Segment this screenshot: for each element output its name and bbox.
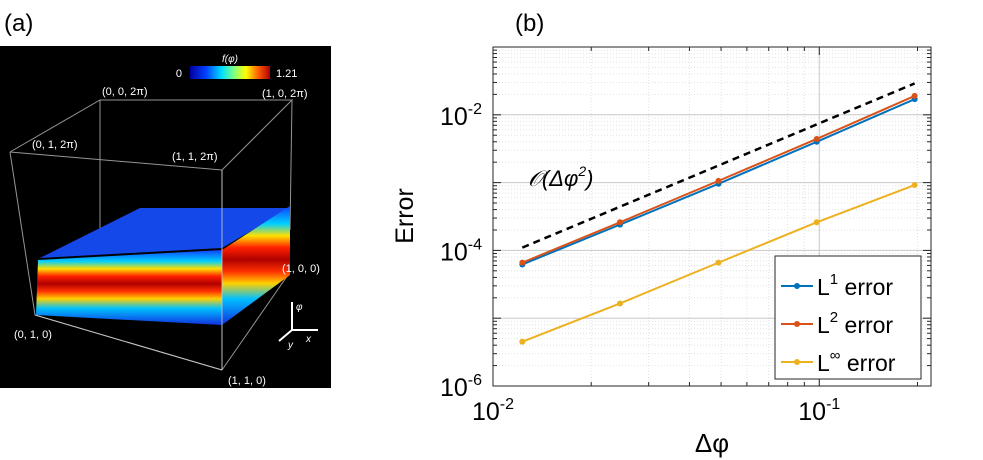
x-tick-label-exp: -2 — [500, 396, 514, 413]
y-tick-label: 10-2 — [440, 101, 482, 131]
y-tick-label-base: 10 — [440, 103, 468, 131]
legend-label-sup: ∞ — [830, 347, 841, 364]
triad-label-x: x — [305, 334, 312, 345]
triad-label-y: y — [287, 340, 294, 351]
legend-box — [774, 255, 922, 380]
panel-label-a: (a) — [4, 10, 34, 37]
colorbar-max: 1.21 — [276, 68, 297, 80]
legend-label-base: L — [817, 350, 830, 376]
series-2-point — [519, 259, 526, 266]
corner-label-100: (1, 0, 0) — [282, 263, 320, 275]
grid — [492, 47, 931, 387]
y-tick-label-exp: -4 — [468, 236, 482, 253]
legend-swatch-marker — [794, 359, 800, 365]
axis-ticks: 10-2 10-110-210-410-6 — [440, 47, 931, 426]
legend-label-base: L — [817, 274, 830, 300]
series-2-point — [715, 177, 722, 184]
y-tick-label-exp: -6 — [468, 372, 482, 389]
series-2-point — [616, 219, 623, 226]
triad-label-phi: φ — [296, 302, 303, 313]
panel-label-b: (b) — [515, 10, 545, 37]
y-tick-label-base: 10 — [440, 374, 468, 402]
series-2-point — [813, 135, 820, 142]
axes-triad-icon — [278, 302, 318, 342]
legend-label-sup: 1 — [830, 271, 838, 288]
cube-front-edges — [34, 170, 223, 371]
reference-slope — [521, 82, 916, 249]
x-axis-label: Δφ — [695, 428, 729, 458]
corner-label-112pi: (1, 1, 2π) — [172, 151, 218, 163]
legend-label-rest: error — [838, 274, 893, 300]
slab-front — [36, 250, 222, 325]
error-chart: 10-2 10-110-210-410-6 Error Δφ 𝒪(Δφ2) L1 … — [391, 46, 932, 458]
legend-label-rest: error — [841, 350, 896, 376]
y-tick-label-exp: -2 — [468, 101, 482, 118]
y-tick-label: 10-4 — [440, 236, 482, 266]
colorbar-title: f(φ) — [222, 54, 238, 65]
legend-label: L1 error — [817, 271, 893, 300]
series-lines — [519, 92, 918, 345]
corner-label-012pi: (0, 1, 2π) — [32, 139, 78, 151]
slab-top — [40, 208, 290, 258]
series-3-point — [911, 182, 918, 189]
legend-label-sup: 2 — [830, 309, 838, 326]
x-tick-label-base: 10 — [472, 398, 500, 426]
x-tick-label: 10-1 — [798, 396, 840, 426]
y-tick-label-base: 10 — [440, 238, 468, 266]
colorbar — [190, 66, 270, 79]
reference-label-prefix: 𝒪(Δφ — [528, 166, 578, 191]
series-3-point — [616, 300, 623, 307]
y-tick-label: 10-6 — [440, 372, 482, 402]
legend-label: L∞ error — [817, 347, 896, 376]
corner-label-010: (0, 1, 0) — [14, 329, 52, 341]
axes-box — [492, 46, 932, 387]
y-axis-label: Error — [391, 188, 419, 244]
slab-side — [222, 206, 290, 325]
corner-label-002pi: (0, 0, 2π) — [102, 86, 148, 98]
legend-label-rest: error — [838, 312, 893, 338]
series-3-point — [715, 259, 722, 266]
legend-swatch-marker — [794, 321, 800, 327]
series-2-point — [911, 92, 918, 99]
volume-render: f(φ) 0 1.21 (0, 0, 2π) (1, 0, 2π) (0, 1,… — [0, 46, 331, 388]
series-3-point — [813, 219, 820, 226]
legend-label: L2 error — [817, 309, 893, 338]
colorbar-min: 0 — [176, 68, 182, 80]
reference-line — [521, 82, 916, 249]
x-tick-label-exp: -1 — [826, 396, 840, 413]
legend-swatch-marker — [794, 283, 800, 289]
reference-label-suffix: ) — [583, 166, 593, 191]
reference-label-sup: 2 — [577, 163, 586, 179]
legend-label-base: L — [817, 312, 830, 338]
reference-label: 𝒪(Δφ2) — [528, 163, 593, 191]
series-3-point — [519, 338, 526, 345]
x-tick-label: 10-2 — [472, 396, 514, 426]
corner-label-102pi: (1, 0, 2π) — [262, 88, 308, 100]
corner-label-110: (1, 1, 0) — [228, 375, 266, 387]
x-tick-label-base: 10 — [798, 398, 826, 426]
